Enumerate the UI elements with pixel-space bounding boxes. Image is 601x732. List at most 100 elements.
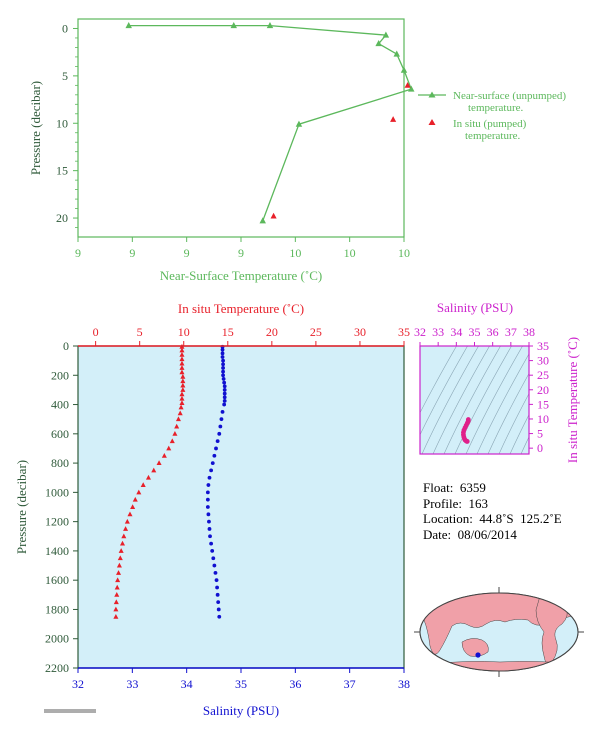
salinity-point: [222, 388, 227, 392]
near-surface-point: [230, 22, 237, 29]
density-contour: [487, 372, 529, 454]
salinity-point: [207, 475, 212, 480]
temperature-point: [132, 496, 138, 502]
salinity-point: [206, 483, 211, 487]
density-contour: [421, 346, 479, 454]
ts-right-tick-label: 20: [537, 383, 549, 397]
top-plot-frame: [77, 18, 405, 238]
profile-y-tick-label: 1200: [45, 515, 69, 529]
salinity-point: [220, 355, 225, 359]
top-x-tick-label: 10: [289, 246, 301, 260]
ts-top-tick-label: 33: [432, 325, 444, 339]
near-surface-point: [125, 22, 132, 29]
float-id: Float: 6359: [423, 480, 486, 495]
ts-right-tick-label: 15: [537, 397, 549, 411]
near-surface-point: [400, 66, 408, 73]
float-location: Location: 44.8˚S 125.2˚E: [423, 511, 562, 526]
top-x-tick-label: 10: [344, 246, 356, 260]
temperature-point: [113, 606, 119, 612]
density-contour: [498, 393, 529, 454]
temperature-point: [116, 570, 122, 575]
ts-y-axis-label: In situ Temperature (˚C): [565, 337, 580, 463]
density-contour: [465, 346, 523, 454]
salinity-point: [213, 570, 218, 575]
profile-bottom-tick-label: 34: [181, 677, 193, 691]
legend-marker-near-surface: [428, 91, 436, 98]
profile-bottom-tick-label: 32: [72, 677, 84, 691]
temperature-point: [136, 489, 142, 495]
temperature-point: [114, 592, 120, 597]
in-situ-point: [270, 212, 277, 219]
salinity-point: [205, 497, 210, 502]
footer-mark: [44, 709, 96, 713]
profile-bottom-tick-label: 38: [398, 677, 410, 691]
ts-right-tick-label: 0: [537, 441, 543, 455]
salinity-point: [221, 362, 225, 367]
top-y-tick-label: 15: [56, 164, 68, 178]
salinity-point: [205, 490, 210, 495]
salinity-point: [216, 600, 221, 605]
top-chart-legend: Near-surface (unpumped) temperature. In …: [418, 90, 566, 142]
profile-bottom-tick-label: 37: [344, 677, 356, 691]
ts-top-tick-label: 35: [469, 325, 481, 339]
near-surface-point: [259, 217, 266, 224]
salinity-point: [222, 395, 227, 400]
salinity-point: [220, 347, 225, 352]
ts-top-tick-label: 38: [523, 325, 535, 339]
profile-y-tick-label: 800: [51, 456, 69, 470]
profile-bottom-tick-label: 36: [289, 677, 301, 691]
profile-bottom-tick-label: 33: [126, 677, 138, 691]
profile-plot-area: [78, 346, 404, 668]
profile-y-tick-label: 2200: [45, 661, 69, 675]
salinity-point: [210, 549, 215, 553]
temperature-point: [180, 373, 186, 379]
temperature-point: [118, 548, 124, 553]
salinity-point: [209, 468, 214, 473]
top-y-axis-label: Pressure (decibar): [28, 81, 43, 175]
temperature-point: [179, 351, 185, 357]
ts-plot-area: [420, 346, 529, 454]
world-map: [414, 587, 584, 677]
profile-top-tick-label: 25: [310, 325, 322, 339]
density-contour: [443, 346, 501, 454]
near-surface-point: [393, 50, 400, 57]
density-contour: [420, 346, 468, 436]
salinity-point: [221, 377, 226, 381]
in-situ-point: [390, 116, 397, 122]
salinity-point: [214, 446, 218, 451]
temperature-point: [115, 577, 121, 583]
salinity-point: [211, 556, 216, 561]
temperature-point: [172, 431, 178, 436]
legend-label-in-situ-line2: temperature.: [465, 130, 521, 142]
temperature-point: [123, 526, 129, 531]
profile-top-axis-label: In situ Temperature (˚C): [178, 301, 304, 316]
ts-point: [464, 439, 470, 444]
temperature-point: [179, 400, 185, 406]
temperature-point: [145, 474, 152, 480]
salinity-point: [215, 439, 220, 444]
salinity-point: [212, 453, 217, 458]
salinity-point: [206, 512, 211, 517]
profile-y-tick-label: 1400: [45, 544, 69, 558]
ts-top-tick-label: 32: [414, 325, 426, 339]
profile-top-tick-label: 5: [137, 325, 143, 339]
salinity-point: [208, 534, 212, 539]
temperature-point: [179, 356, 185, 362]
profile-y-tick-label: 1800: [45, 602, 69, 616]
profile-date: Date: 08/06/2014: [423, 526, 517, 542]
profile-y-tick-label: 400: [51, 398, 69, 412]
legend-marker-in-situ: [428, 119, 436, 125]
salinity-point: [209, 541, 214, 546]
salinity-point: [215, 592, 220, 597]
ts-top-axis-label: Salinity (PSU): [437, 300, 513, 315]
temperature-point: [174, 423, 180, 429]
temperature-point: [114, 584, 120, 590]
temperature-point: [119, 540, 126, 546]
ts-plot-frame: [419, 345, 530, 455]
temperature-point: [121, 533, 127, 539]
salinity-point: [217, 431, 222, 436]
salinity-point: [222, 402, 227, 407]
near-surface-point: [266, 22, 274, 29]
temperature-point: [140, 482, 146, 488]
